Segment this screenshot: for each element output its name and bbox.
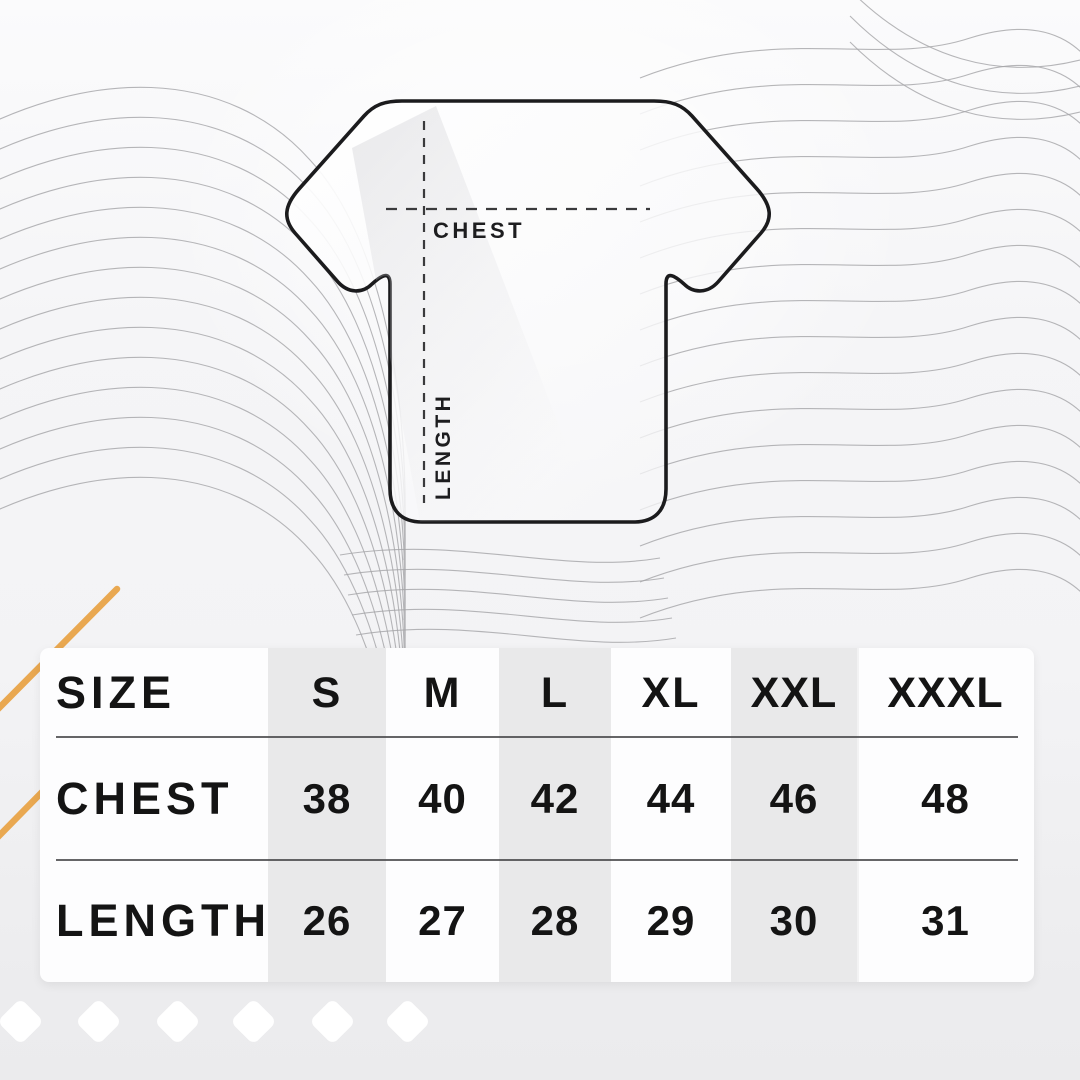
length-value-l: 28 (530, 897, 580, 944)
row-divider (56, 736, 1018, 738)
measurement-guides: CHEST LENGTH (386, 121, 650, 503)
header-size-label: SIZE (56, 667, 177, 718)
chest-value-xl: 44 (646, 775, 696, 822)
size-col-l: L (540, 668, 570, 717)
length-value-s: 26 (302, 897, 352, 944)
column-stripe-s (268, 648, 386, 982)
row-divider (56, 859, 1018, 861)
chest-row-label: CHEST (56, 773, 234, 824)
size-col-xl: XL (641, 668, 701, 717)
tshirt-outline (285, 99, 771, 524)
chest-value-xxxl: 48 (921, 775, 970, 822)
chest-value-m: 40 (418, 775, 467, 822)
size-col-xxl: XXL (750, 668, 838, 717)
size-chart-card: SIZE S M L XL XXL XXXL CHEST 38 40 42 44… (40, 648, 1034, 982)
length-value-xxxl: 31 (921, 897, 970, 944)
chest-measure-label: CHEST (433, 218, 525, 243)
length-row-label: LENGTH (56, 895, 271, 946)
size-col-m: M (423, 668, 462, 717)
chest-value-l: 42 (530, 775, 580, 822)
chest-value-xxl: 46 (769, 775, 819, 822)
top-right-wave-lines (849, 0, 1080, 120)
xxxl-column-seam (857, 648, 859, 982)
length-measure-label: LENGTH (432, 393, 455, 500)
middle-wave-lines (339, 548, 677, 643)
size-chart-table: SIZE S M L XL XXL XXXL CHEST 38 40 42 44… (40, 648, 1034, 982)
length-value-m: 27 (418, 897, 467, 944)
column-stripe-l (499, 648, 611, 982)
size-col-xxxl: XXXL (887, 668, 1004, 717)
column-stripe-xxl (731, 648, 857, 982)
length-value-xxl: 30 (769, 897, 819, 944)
size-col-s: S (311, 668, 343, 717)
length-value-xl: 29 (646, 897, 696, 944)
chest-value-s: 38 (302, 775, 352, 822)
